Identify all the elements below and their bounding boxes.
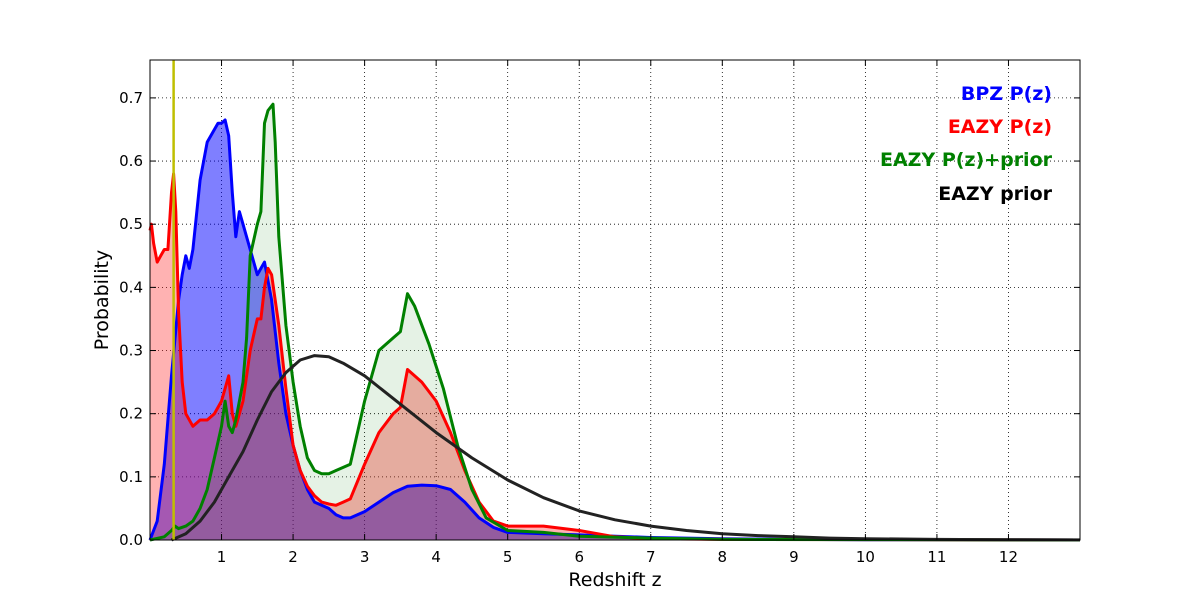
x-tick-label: 12 [999,548,1018,566]
plot-background [150,60,1080,540]
y-tick-label: 0.5 [119,215,143,233]
y-tick-label: 0.1 [119,468,143,486]
y-tick-label: 0.6 [119,152,143,170]
legend: BPZ P(z) EAZY P(z) EAZY P(z)+prior EAZY … [880,83,1053,205]
x-tick-label: 2 [288,548,298,566]
x-tick-label: 4 [431,548,441,566]
x-tick-label: 10 [856,548,875,566]
series-fill-bpz-p-z [150,120,1080,540]
series-lines [148,60,1081,542]
legend-entry-eazy-prior: EAZY prior [938,183,1052,205]
legend-entry-bpz: BPZ P(z) [961,83,1052,105]
grid [150,60,1080,540]
axis-ticks: 1 2 3 4 5 6 7 8 9 10 11 120.00.10.20.30.40.50.60.7 [119,60,1080,566]
x-axis-label: Redshift z [568,569,661,591]
x-tick-label: 11 [927,548,946,566]
series-fill-eazy-p-z [150,173,1080,540]
x-tick-label: 1 [217,548,227,566]
y-tick-label: 0.2 [119,405,143,423]
x-tick-label: 7 [646,548,656,566]
y-axis-label: Probability [91,250,113,350]
y-tick-label: 0.0 [119,531,143,549]
x-tick-label: 6 [574,548,584,566]
y-tick-label: 0.4 [119,278,143,296]
legend-entry-eazy-prior-combined: EAZY P(z)+prior [880,149,1053,171]
y-tick-label: 0.3 [119,342,143,360]
series-line-eazy-p-z [148,172,1081,542]
x-tick-label: 5 [503,548,513,566]
y-tick-label: 0.7 [119,89,143,107]
plot-frame [149,59,1081,541]
series-line-eazy-p-z-prior [149,102,1081,542]
x-tick-label: 9 [789,548,799,566]
x-tick-label: 3 [360,548,370,566]
series-fills [150,104,1080,540]
legend-entry-eazy: EAZY P(z) [948,116,1052,138]
x-tick-label: 8 [718,548,728,566]
series-fill-eazy-p-z-prior [150,104,1080,540]
